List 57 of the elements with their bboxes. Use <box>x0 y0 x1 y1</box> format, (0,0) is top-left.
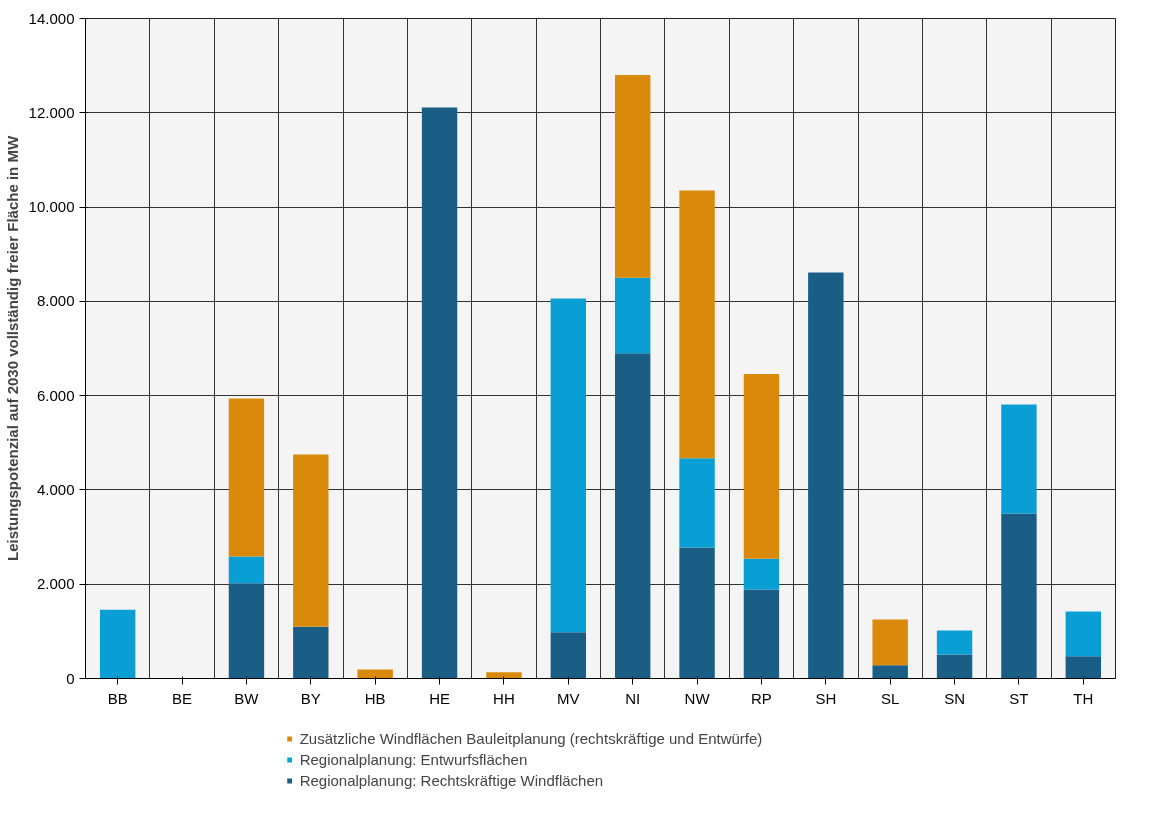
x-tick-label: BB <box>107 689 128 707</box>
bar <box>293 626 329 679</box>
y-axis-title: Leistungspotenzial auf 2030 vollständig freier Fläche in MW <box>3 135 21 562</box>
legend-label: Regionalplanung: Rechtskräftige Windflächen <box>299 771 604 789</box>
x-tick-label: HE <box>429 689 450 707</box>
y-tick-label: 8.000 <box>36 292 75 310</box>
x-tick-label: TH <box>1073 689 1094 707</box>
bar <box>228 583 265 679</box>
bar <box>357 669 393 679</box>
bar <box>99 609 136 679</box>
bar <box>614 353 651 679</box>
bar <box>293 454 329 627</box>
bar <box>1001 404 1037 514</box>
bar <box>808 272 844 679</box>
x-tick-label: MV <box>557 689 580 707</box>
bar <box>228 556 265 584</box>
bar <box>679 458 715 548</box>
bar <box>228 398 265 557</box>
bar <box>936 654 973 679</box>
bar <box>743 589 780 679</box>
x-tick-label: BE <box>172 689 193 707</box>
x-tick-label: NI <box>625 689 641 707</box>
bar <box>1065 611 1102 657</box>
x-tick-label: NW <box>684 689 711 707</box>
bar <box>872 619 908 666</box>
bar <box>1065 656 1102 679</box>
bar <box>936 630 973 655</box>
x-tick-label: ST <box>1009 689 1029 707</box>
y-tick-label: 0 <box>66 669 75 687</box>
x-tick-label: HH <box>493 689 515 707</box>
x-tick-label: SL <box>881 689 900 707</box>
y-tick-label: 10.000 <box>28 198 75 216</box>
bar <box>614 75 651 278</box>
bar <box>550 632 587 679</box>
x-tick-label: SH <box>815 689 837 707</box>
bar <box>1001 513 1037 679</box>
x-tick-label: HB <box>364 689 386 707</box>
bar <box>679 190 715 459</box>
legend-label: Regionalplanung: Entwurfsflächen <box>299 750 528 768</box>
bar <box>743 558 780 590</box>
bar <box>421 107 458 679</box>
x-tick-label: BW <box>234 689 260 707</box>
bar <box>486 672 522 679</box>
y-tick-label: 6.000 <box>36 386 75 404</box>
bar <box>872 665 908 679</box>
y-tick-label: 14.000 <box>28 9 75 27</box>
x-tick-label: RP <box>751 689 772 707</box>
bar <box>743 373 780 559</box>
x-tick-label: SN <box>944 689 965 707</box>
bar <box>679 547 715 679</box>
y-tick-label: 2.000 <box>36 575 75 593</box>
y-tick-label: 4.000 <box>36 480 75 498</box>
bar <box>550 298 587 633</box>
bar <box>614 277 651 354</box>
legend-label: Zusätzliche Windflächen Bauleitplanung (rechtskräftige und Entwürfe) <box>299 729 763 747</box>
y-tick-label: 12.000 <box>28 103 75 121</box>
x-tick-label: BY <box>300 689 321 707</box>
